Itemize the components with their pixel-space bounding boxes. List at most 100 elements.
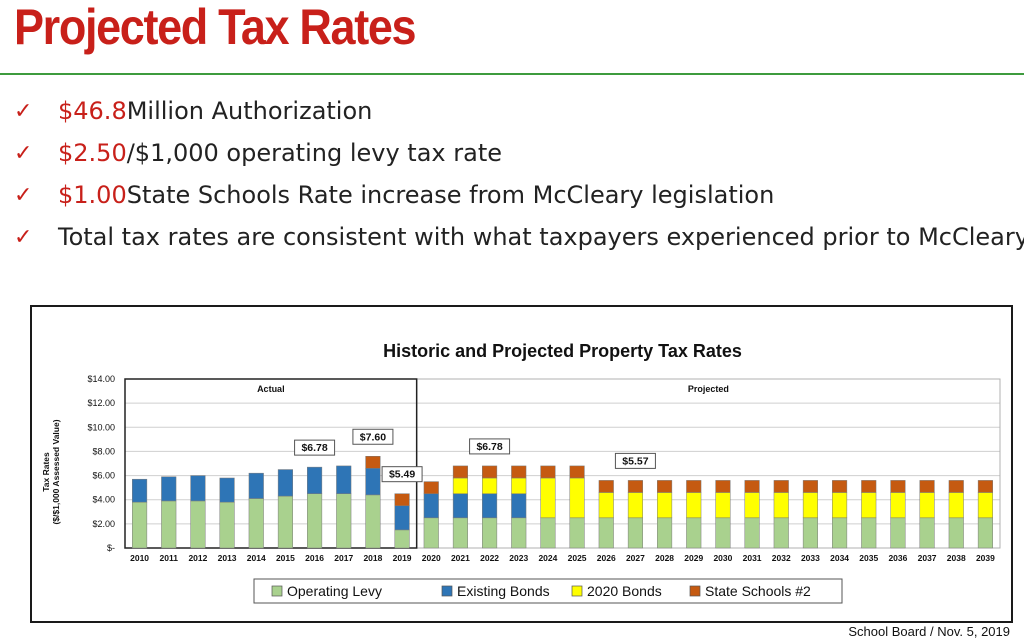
bar-segment bbox=[307, 493, 323, 549]
x-tick-label: 2018 bbox=[363, 553, 382, 563]
bar-segment bbox=[511, 477, 527, 494]
bar-segment bbox=[919, 492, 935, 519]
x-tick-label: 2037 bbox=[918, 553, 937, 563]
bar-segment bbox=[540, 477, 556, 519]
x-tick-label: 2027 bbox=[626, 553, 645, 563]
bar-segment bbox=[919, 480, 935, 493]
x-tick-label: 2035 bbox=[859, 553, 878, 563]
x-tick-label: 2019 bbox=[393, 553, 412, 563]
bullet-highlight: $46.8 bbox=[58, 97, 127, 125]
bar-segment bbox=[540, 517, 556, 549]
legend-label: State Schools #2 bbox=[705, 583, 811, 599]
bar-segment bbox=[423, 481, 439, 494]
bullet-text: State Schools Rate increase from McClear… bbox=[126, 181, 775, 209]
value-callout bbox=[294, 439, 336, 456]
value-callout bbox=[381, 466, 423, 483]
x-tick-label: 2030 bbox=[713, 553, 732, 563]
bullet-text: /$1,000 operating levy tax rate bbox=[126, 139, 502, 167]
bar-segment bbox=[452, 493, 468, 519]
bar-segment bbox=[248, 472, 264, 499]
bar-segment bbox=[277, 469, 293, 497]
value-callout-label: $5.49 bbox=[389, 469, 415, 481]
chart-frame: Historic and Projected Property Tax Rate… bbox=[30, 305, 1013, 623]
title-divider bbox=[0, 73, 1024, 75]
bar-segment bbox=[219, 501, 235, 549]
x-tick-label: 2020 bbox=[422, 553, 441, 563]
bar-segment bbox=[569, 465, 585, 479]
bar-segment bbox=[657, 517, 673, 549]
check-icon: ✓ bbox=[14, 98, 33, 124]
bar-segment bbox=[423, 493, 439, 519]
bar-segment bbox=[832, 480, 848, 493]
legend-swatch bbox=[441, 585, 453, 597]
x-tick-label: 2011 bbox=[160, 553, 179, 563]
bar-segment bbox=[482, 493, 498, 519]
bar-segment bbox=[394, 529, 410, 549]
x-tick-label: 2029 bbox=[684, 553, 703, 563]
bullet-list: ✓ $46.8 Million Authorization ✓ $2.50/$1… bbox=[14, 90, 1024, 258]
bar-segment bbox=[132, 501, 148, 549]
region-box bbox=[124, 378, 418, 549]
x-tick-label: 2010 bbox=[130, 553, 149, 563]
bar-segment bbox=[977, 480, 993, 493]
value-callout-label: $6.78 bbox=[476, 441, 502, 453]
bar-segment bbox=[948, 480, 964, 493]
bullet-text: Total tax rates are consistent with what… bbox=[58, 223, 1024, 251]
bar-segment bbox=[948, 492, 964, 519]
bar-segment bbox=[657, 480, 673, 493]
value-callout bbox=[614, 452, 656, 469]
bar-segment bbox=[307, 466, 323, 494]
chart-title: Historic and Projected Property Tax Rate… bbox=[383, 341, 742, 361]
bar-segment bbox=[744, 480, 760, 493]
bar-segment bbox=[511, 517, 527, 549]
bar-segment bbox=[423, 517, 439, 549]
value-callout-label: $5.57 bbox=[622, 455, 648, 467]
bar-segment bbox=[190, 500, 206, 549]
legend-swatch bbox=[571, 585, 583, 597]
bar-segment bbox=[744, 492, 760, 519]
bar-segment bbox=[890, 492, 906, 519]
y-tick-label: $- bbox=[107, 543, 115, 553]
bar-segment bbox=[482, 477, 498, 494]
bullet-item: ✓ $1.00 State Schools Rate increase from… bbox=[14, 174, 1024, 216]
bar-segment bbox=[686, 517, 702, 549]
footer-credit: School Board / Nov. 5, 2019 bbox=[848, 624, 1010, 639]
bar-segment bbox=[248, 498, 264, 549]
value-callout bbox=[352, 428, 394, 445]
bullet-highlight: $1.00 bbox=[58, 181, 127, 209]
value-callout-label: $6.78 bbox=[301, 442, 327, 454]
bar-segment bbox=[715, 480, 731, 493]
check-icon: ✓ bbox=[14, 140, 33, 166]
legend-label: 2020 Bonds bbox=[587, 583, 662, 599]
y-tick-label: $2.00 bbox=[92, 519, 115, 529]
region-label: Actual bbox=[257, 384, 285, 394]
check-icon: ✓ bbox=[14, 224, 33, 250]
bar-segment bbox=[802, 480, 818, 493]
bar-segment bbox=[336, 493, 352, 549]
bar-segment bbox=[394, 505, 410, 531]
bar-segment bbox=[452, 477, 468, 494]
x-tick-label: 2014 bbox=[247, 553, 266, 563]
y-tick-label: $14.00 bbox=[87, 374, 115, 384]
region-label: Projected bbox=[688, 384, 729, 394]
bar-segment bbox=[686, 480, 702, 493]
bar-segment bbox=[802, 492, 818, 519]
bar-segment bbox=[627, 492, 643, 519]
bar-segment bbox=[686, 492, 702, 519]
x-tick-label: 2033 bbox=[801, 553, 820, 563]
bar-segment bbox=[861, 517, 877, 549]
bar-segment bbox=[657, 492, 673, 519]
bar-segment bbox=[190, 475, 206, 502]
bar-segment bbox=[861, 492, 877, 519]
x-tick-label: 2024 bbox=[538, 553, 557, 563]
bar-segment bbox=[219, 477, 235, 503]
x-tick-label: 2015 bbox=[276, 553, 295, 563]
bar-segment bbox=[482, 465, 498, 479]
x-tick-label: 2032 bbox=[772, 553, 791, 563]
bar-segment bbox=[452, 465, 468, 479]
bar-segment bbox=[365, 456, 381, 469]
bar-segment bbox=[715, 517, 731, 549]
bar-segment bbox=[773, 480, 789, 493]
bullet-text: Million Authorization bbox=[126, 97, 373, 125]
check-icon: ✓ bbox=[14, 182, 33, 208]
